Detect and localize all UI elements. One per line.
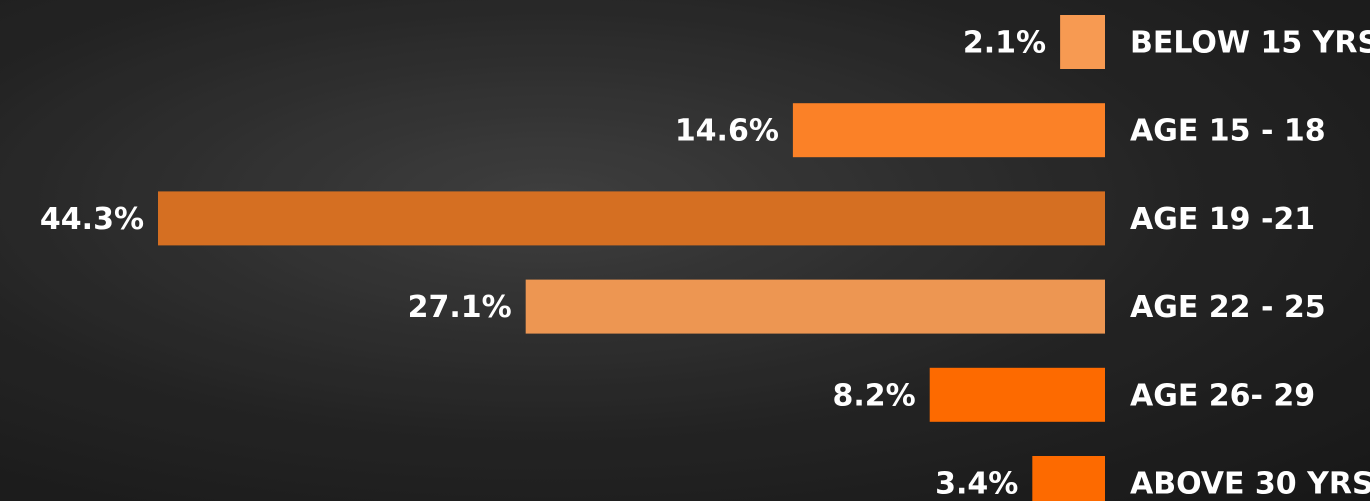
value-label: 27.1% [408,290,512,325]
bar [158,191,1105,245]
category-label: AGE 22 - 25 [1130,290,1326,325]
value-label: 44.3% [40,202,144,237]
bar [930,368,1105,422]
value-label: 3.4% [935,467,1018,501]
category-label: AGE 15 - 18 [1130,114,1326,149]
value-label: 2.1% [963,26,1046,61]
category-label: AGE 26- 29 [1130,378,1315,413]
chart: 2.1% BELOW 15 YRS 14.6% AGE 15 - 18 44.3% AGE… [0,0,1370,501]
category-label: AGE 19 -21 [1130,202,1315,237]
category-label: ABOVE 30 YRS [1130,467,1370,501]
bar [793,103,1105,157]
bar [1032,456,1105,501]
photo-overlay [0,0,1370,501]
bar [1060,15,1105,69]
value-label: 14.6% [675,114,779,149]
category-label: BELOW 15 YRS [1130,26,1370,61]
value-label: 8.2% [833,378,916,413]
bar [526,280,1105,334]
